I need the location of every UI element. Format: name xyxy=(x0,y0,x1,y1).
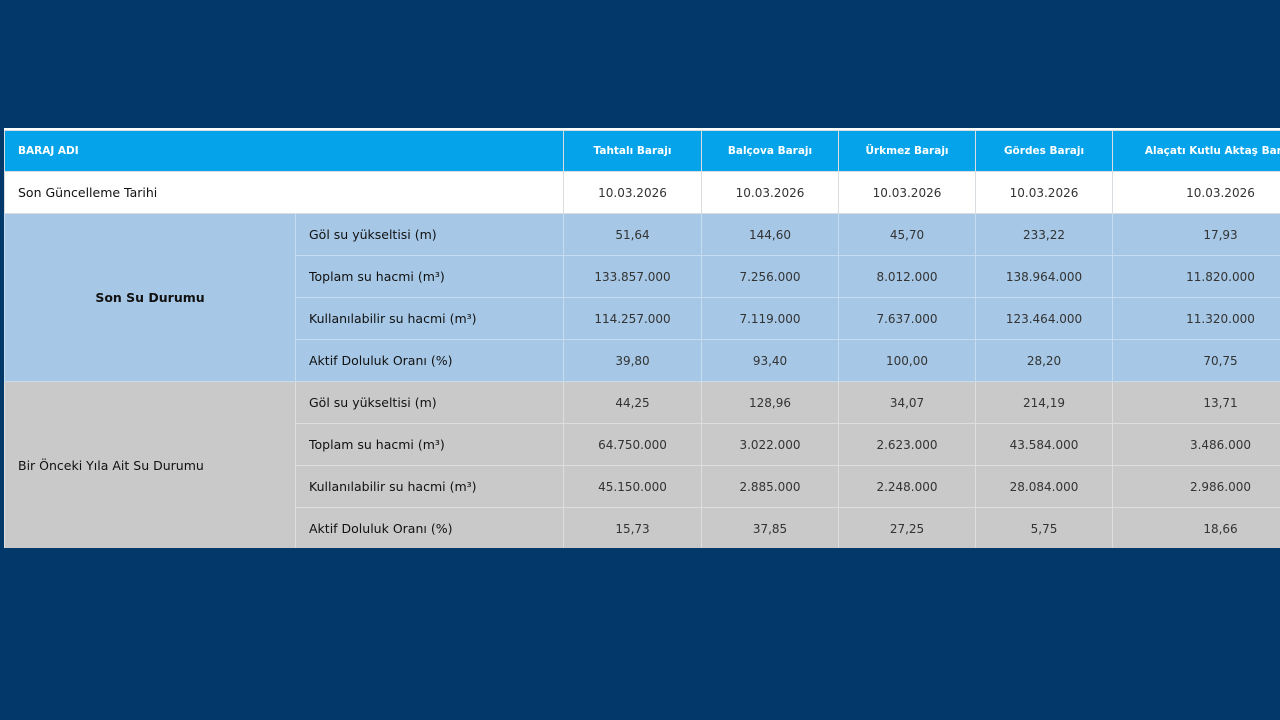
row-label: Kullanılabilir su hacmi (m³) xyxy=(295,297,564,340)
row-label: Göl su yükseltisi (m) xyxy=(295,213,564,256)
row-label: Toplam su hacmi (m³) xyxy=(295,423,564,466)
value-cell: 100,00 xyxy=(838,339,976,382)
value-cell: 114.257.000 xyxy=(563,297,702,340)
value-cell: 13,71 xyxy=(1112,381,1280,424)
value-cell: 7.256.000 xyxy=(701,255,839,298)
value-cell: 39,80 xyxy=(563,339,702,382)
date-cell: 10.03.2026 xyxy=(701,171,839,214)
value-cell: 15,73 xyxy=(563,507,702,548)
date-cell: 10.03.2026 xyxy=(975,171,1113,214)
value-cell: 2.986.000 xyxy=(1112,465,1280,508)
date-cell: 10.03.2026 xyxy=(1112,171,1280,214)
value-cell: 45.150.000 xyxy=(563,465,702,508)
row-label: Son Güncelleme Tarihi xyxy=(4,171,564,214)
header-cell: Gördes Barajı xyxy=(975,130,1113,172)
value-cell: 138.964.000 xyxy=(975,255,1113,298)
dam-table: BARAJ ADI Tahtalı Barajı Balçova Barajı Ürk… xyxy=(4,130,1280,548)
value-cell: 3.486.000 xyxy=(1112,423,1280,466)
value-cell: 133.857.000 xyxy=(563,255,702,298)
value-cell: 11.820.000 xyxy=(1112,255,1280,298)
data-row: Kullanılabilir su hacmi (m³) 114.257.000 7… xyxy=(5,297,1280,340)
value-cell: 233,22 xyxy=(975,213,1113,256)
date-cell: 10.03.2026 xyxy=(838,171,976,214)
value-cell: 43.584.000 xyxy=(975,423,1113,466)
value-cell: 45,70 xyxy=(838,213,976,256)
data-row: Toplam su hacmi (m³) 133.857.000 7.256.000… xyxy=(5,255,1280,298)
value-cell: 37,85 xyxy=(701,507,839,548)
value-cell: 128,96 xyxy=(701,381,839,424)
value-cell: 123.464.000 xyxy=(975,297,1113,340)
value-cell: 7.637.000 xyxy=(838,297,976,340)
value-cell: 2.248.000 xyxy=(838,465,976,508)
value-cell: 2.885.000 xyxy=(701,465,839,508)
header-cell: Alaçatı Kutlu Aktaş Barajı xyxy=(1112,130,1280,172)
value-cell: 51,64 xyxy=(563,213,702,256)
value-cell: 11.320.000 xyxy=(1112,297,1280,340)
data-row: Bir Önceki Yıla Ait Su Durumu Göl su yüks… xyxy=(4,381,1280,548)
data-row: Toplam su hacmi (m³) 64.750.000 3.022.000 2… xyxy=(5,423,1280,466)
header-cell: Ürkmez Barajı xyxy=(838,130,976,172)
header-cell: BARAJ ADI xyxy=(4,130,564,172)
row-label: Aktif Doluluk Oranı (%) xyxy=(295,339,564,382)
row-label: Göl su yükseltisi (m) xyxy=(295,381,564,424)
value-cell: 214,19 xyxy=(975,381,1113,424)
header-row: BARAJ ADI Tahtalı Barajı Balçova Barajı Ürk… xyxy=(4,130,1280,172)
value-cell: 28,20 xyxy=(975,339,1113,382)
row-label: Kullanılabilir su hacmi (m³) xyxy=(295,465,564,508)
value-cell: 27,25 xyxy=(838,507,976,548)
value-cell: 34,07 xyxy=(838,381,976,424)
dam-table-container: BARAJ ADI Tahtalı Barajı Balçova Barajı Ürk… xyxy=(4,128,1280,548)
data-row: Kullanılabilir su hacmi (m³) 45.150.000 2.… xyxy=(5,465,1280,508)
value-cell: 93,40 xyxy=(701,339,839,382)
data-row: Aktif Doluluk Oranı (%) 39,80 93,40 100,00 2… xyxy=(5,339,1280,382)
value-cell: 144,60 xyxy=(701,213,839,256)
value-cell: 2.623.000 xyxy=(838,423,976,466)
group-label: Bir Önceki Yıla Ait Su Durumu xyxy=(4,381,296,548)
value-cell: 64.750.000 xyxy=(563,423,702,466)
date-row: Son Güncelleme Tarihi 10.03.2026 10.03.202… xyxy=(4,171,1280,214)
value-cell: 8.012.000 xyxy=(838,255,976,298)
value-cell: 70,75 xyxy=(1112,339,1280,382)
value-cell: 44,25 xyxy=(563,381,702,424)
group-label: Son Su Durumu xyxy=(4,213,296,382)
header-cell: Balçova Barajı xyxy=(701,130,839,172)
data-row: Son Su Durumu Göl su yükseltisi (m) 51,64 1… xyxy=(4,213,1280,382)
data-row: Aktif Doluluk Oranı (%) 15,73 37,85 27,25 5,… xyxy=(5,507,1280,548)
date-cell: 10.03.2026 xyxy=(563,171,702,214)
header-cell: Tahtalı Barajı xyxy=(563,130,702,172)
value-cell: 7.119.000 xyxy=(701,297,839,340)
value-cell: 17,93 xyxy=(1112,213,1280,256)
row-label: Toplam su hacmi (m³) xyxy=(295,255,564,298)
value-cell: 28.084.000 xyxy=(975,465,1113,508)
value-cell: 3.022.000 xyxy=(701,423,839,466)
row-label: Aktif Doluluk Oranı (%) xyxy=(295,507,564,548)
value-cell: 5,75 xyxy=(975,507,1113,548)
value-cell: 18,66 xyxy=(1112,507,1280,548)
